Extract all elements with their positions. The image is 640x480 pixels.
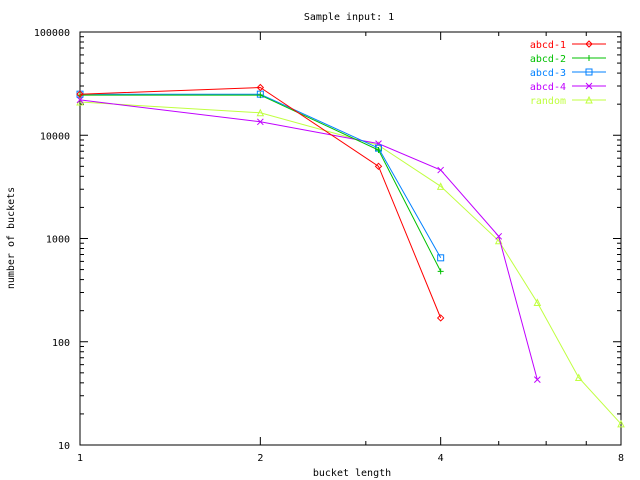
data-point xyxy=(533,298,542,306)
legend-label: abcd-2 xyxy=(530,54,566,65)
legend-marker xyxy=(585,82,593,90)
legend-item: abcd-3 xyxy=(530,68,606,79)
legend: abcd-1 abcd-2 abcd-3 abcd-4 random xyxy=(530,40,606,107)
series-abcd-3 xyxy=(76,90,445,262)
y-tick-label: 10 xyxy=(58,441,70,452)
legend-label: abcd-3 xyxy=(530,68,566,79)
data-point xyxy=(495,232,503,240)
legend-marker xyxy=(585,95,593,104)
x-tick-label: 4 xyxy=(438,453,444,464)
x-tick-label: 1 xyxy=(77,453,83,464)
legend-marker xyxy=(586,55,592,61)
x-tick-label: 2 xyxy=(257,453,263,464)
data-point xyxy=(256,118,264,126)
data-point xyxy=(437,254,445,262)
legend-item: abcd-4 xyxy=(530,82,606,93)
y-tick-label: 100 xyxy=(52,338,70,349)
legend-label: abcd-4 xyxy=(530,82,566,93)
legend-marker xyxy=(585,68,593,76)
y-axis: 10 100 1000 10000 100000 xyxy=(34,28,621,452)
data-point xyxy=(436,314,445,322)
data-point xyxy=(256,108,265,117)
data-point xyxy=(374,162,383,171)
series-abcd-1 xyxy=(76,83,445,322)
chart-title: Sample input: 1 xyxy=(304,12,394,23)
x-tick-label: 8 xyxy=(618,453,624,464)
series-abcd-4 xyxy=(76,96,541,383)
x-axis: 1 2 4 8 xyxy=(77,32,624,464)
legend-item: random xyxy=(530,95,606,107)
series-layer xyxy=(76,83,625,428)
data-point xyxy=(257,92,264,99)
legend-item: abcd-1 xyxy=(530,40,606,51)
data-point xyxy=(437,268,444,275)
data-point xyxy=(375,146,382,153)
y-tick-label: 10000 xyxy=(40,131,70,142)
legend-label: random xyxy=(530,96,566,107)
data-point xyxy=(76,96,84,104)
legend-marker xyxy=(585,40,593,48)
series-line xyxy=(80,94,442,272)
data-point xyxy=(76,90,84,98)
y-tick-label: 1000 xyxy=(46,235,70,246)
legend-item: abcd-2 xyxy=(530,54,606,65)
data-point xyxy=(617,419,625,428)
data-point xyxy=(436,182,445,190)
legend-label: abcd-1 xyxy=(530,40,566,51)
x-axis-label: bucket length xyxy=(313,468,391,479)
series-line xyxy=(79,86,442,319)
series-line xyxy=(79,99,538,380)
y-tick-label: 100000 xyxy=(34,28,70,39)
data-point xyxy=(437,166,445,174)
data-point xyxy=(533,376,541,383)
data-point xyxy=(574,373,583,382)
series-line xyxy=(79,101,622,425)
data-point xyxy=(256,83,265,92)
y-axis-label: number of buckets xyxy=(6,187,17,289)
series-line xyxy=(80,93,442,259)
series-abcd-2 xyxy=(77,92,444,275)
